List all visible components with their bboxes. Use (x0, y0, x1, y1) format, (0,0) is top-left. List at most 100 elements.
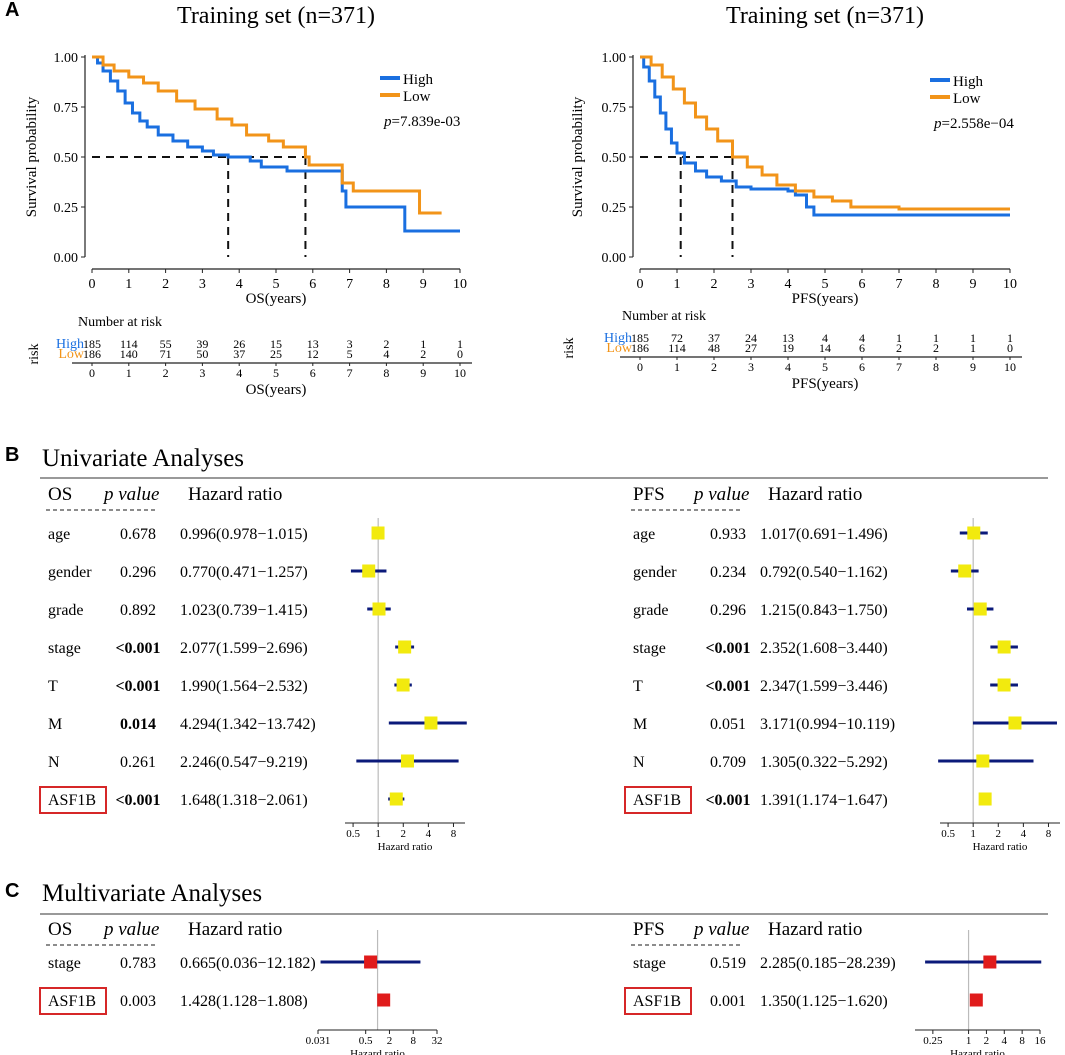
hr-marker (371, 526, 385, 540)
y-tick-label: 0.00 (54, 251, 79, 266)
risk-count: 114 (668, 341, 686, 355)
risk-count: 3 (347, 337, 353, 351)
legend-label-low: Low (403, 89, 431, 105)
x-tick-label: 10 (1003, 277, 1017, 292)
hr-marker (973, 602, 987, 616)
risk-count: 1 (933, 331, 939, 345)
row-pvalue: 0.261 (120, 754, 156, 771)
x-tick-label: 4 (236, 277, 243, 292)
risk-group-high: High (56, 337, 84, 352)
x-tick-label: 8 (933, 277, 940, 292)
risk-x-tick-label: 8 (383, 366, 389, 380)
risk-count: 140 (120, 347, 138, 361)
hr-marker (958, 564, 972, 578)
hr-marker (997, 678, 1011, 692)
x-tick-label: 3 (748, 277, 755, 292)
row-pvalue: 0.709 (710, 754, 746, 771)
row-label: ASF1B (633, 993, 681, 1010)
header-group: PFS (633, 484, 665, 505)
risk-count: 4 (383, 347, 389, 361)
hr-tick-label: 8 (1046, 828, 1052, 840)
header-group: PFS (633, 919, 665, 940)
hr-tick-label: 4 (426, 828, 432, 840)
header-pvalue: p value (102, 484, 159, 505)
x-tick-label: 0 (637, 277, 644, 292)
hr-tick-label: 8 (410, 1035, 416, 1047)
row-hr-text: 1.428(1.128−1.808) (180, 993, 308, 1010)
legend-label-high: High (403, 72, 434, 88)
row-pvalue: 0.003 (120, 993, 156, 1010)
row-hr-text: 1.648(1.318−2.061) (180, 792, 308, 809)
risk-table-title: Number at risk (622, 309, 706, 324)
risk-count: 1 (420, 337, 426, 351)
hr-tick-label: 2 (401, 828, 407, 840)
row-pvalue: 0.892 (120, 602, 156, 619)
p-symbol: p (383, 114, 392, 130)
row-hr-text: 3.171(0.994−10.119) (760, 716, 895, 733)
x-tick-label: 6 (309, 277, 316, 292)
risk-count: 72 (671, 331, 683, 345)
x-axis-label: OS(years) (246, 291, 307, 307)
risk-count: 2 (933, 341, 939, 355)
row-hr-text: 1.017(0.691−1.496) (760, 526, 888, 543)
row-label: stage (48, 640, 81, 657)
risk-count: 25 (270, 347, 282, 361)
risk-group-low: Low (606, 341, 633, 356)
row-label: ASF1B (48, 993, 96, 1010)
risk-count: 1 (457, 337, 463, 351)
row-label: T (48, 678, 58, 695)
row-pvalue: 0.519 (710, 955, 746, 972)
y-tick-label: 0.25 (602, 201, 627, 216)
univariate-title: Univariate Analyses (42, 445, 244, 472)
row-label: stage (633, 640, 666, 657)
risk-count: 71 (160, 347, 172, 361)
risk-count: 5 (347, 347, 353, 361)
hr-tick-label: 0.5 (359, 1035, 373, 1047)
row-label: T (633, 678, 643, 695)
forest-multi-pfs: PFS p value Hazard ratio stage 0.519 2.285(0.… (624, 919, 1046, 1055)
hr-marker (377, 993, 391, 1007)
hr-axis-label: Hazard ratio (350, 1048, 405, 1055)
header-hr: Hazard ratio (768, 484, 862, 505)
risk-count: 37 (708, 331, 720, 345)
x-tick-label: 9 (420, 277, 427, 292)
forest-uni-pfs: PFS p value Hazard ratio age 0.933 1.017(0.69… (624, 484, 1060, 853)
hr-tick-label: 1 (375, 828, 381, 840)
row-pvalue: 0.051 (710, 716, 746, 733)
row-hr-text: 1.391(1.174−1.647) (760, 792, 888, 809)
header-group: OS (48, 919, 72, 940)
km-curve-high (92, 55, 460, 233)
risk-x-tick-label: 0 (637, 360, 643, 374)
hr-tick-label: 32 (432, 1035, 443, 1047)
y-tick-label: 1.00 (54, 51, 79, 66)
row-pvalue: 0.234 (710, 564, 746, 581)
risk-count: 186 (631, 341, 649, 355)
hr-marker (389, 792, 403, 806)
x-tick-label: 7 (346, 277, 353, 292)
hr-marker (969, 993, 983, 1007)
row-hr-text: 0.770(0.471−1.257) (180, 564, 308, 581)
risk-count: 6 (859, 341, 865, 355)
legend-label-low: Low (953, 91, 981, 107)
hr-tick-label: 0.5 (941, 828, 955, 840)
x-tick-label: 2 (711, 277, 718, 292)
hr-tick-label: 1 (970, 828, 976, 840)
hr-marker (400, 754, 414, 768)
row-label: ASF1B (48, 792, 96, 809)
highlight-box (624, 786, 692, 814)
row-hr-text: 2.077(1.599−2.696) (180, 640, 308, 657)
x-tick-label: 6 (859, 277, 866, 292)
risk-x-tick-label: 3 (748, 360, 754, 374)
row-hr-text: 0.996(0.978−1.015) (180, 526, 308, 543)
hr-marker (396, 678, 410, 692)
risk-x-tick-label: 5 (273, 366, 279, 380)
risk-count: 0 (1007, 341, 1013, 355)
row-label: N (633, 754, 645, 771)
risk-x-tick-label: 3 (199, 366, 205, 380)
row-pvalue: <0.001 (705, 792, 750, 809)
hr-marker (967, 526, 981, 540)
y-tick-label: 0.50 (54, 151, 79, 166)
risk-row-label: risk (27, 344, 42, 365)
header-group: OS (48, 484, 72, 505)
